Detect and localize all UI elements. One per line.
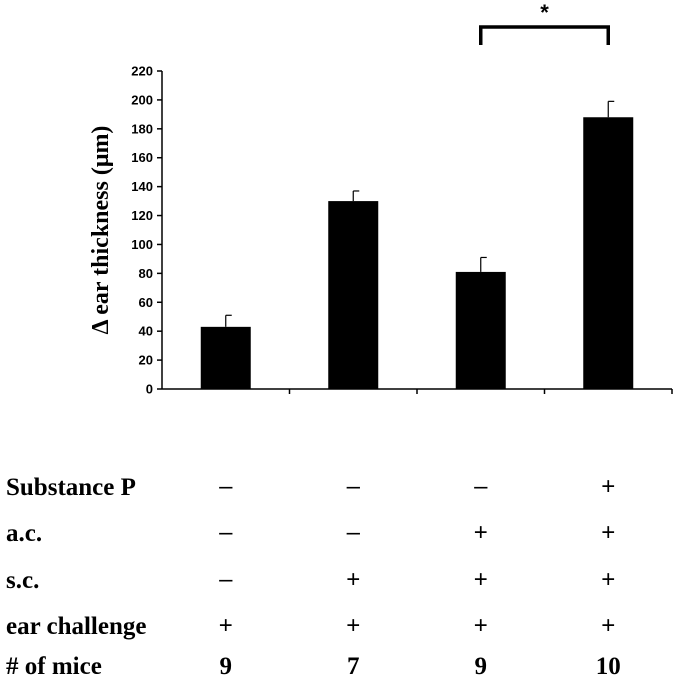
y-axis-label: Δ ear thickness (μm) xyxy=(88,126,114,335)
y-tick-label: 60 xyxy=(139,295,153,310)
y-tick-label: 100 xyxy=(131,237,153,252)
y-tick-label: 80 xyxy=(139,266,153,281)
bar xyxy=(328,201,379,389)
bar xyxy=(583,117,634,389)
y-tick-label: 140 xyxy=(131,179,153,194)
y-tick-label: 180 xyxy=(131,121,153,136)
bar xyxy=(200,326,251,389)
y-tick-label: 200 xyxy=(131,92,153,107)
bars xyxy=(200,117,634,389)
y-tick-label: 40 xyxy=(139,324,153,339)
x-axis xyxy=(162,388,673,394)
y-tick-label: 220 xyxy=(131,64,153,79)
significance-bracket: * xyxy=(479,0,610,45)
bar xyxy=(455,271,506,389)
error-bars xyxy=(225,100,615,327)
y-axis: 0 20 40 60 80 100 120 140 160 180 200 220 xyxy=(131,64,163,397)
y-tick-label: 0 xyxy=(146,382,153,397)
y-tick-label: 20 xyxy=(139,353,153,368)
significance-bracket-line xyxy=(479,25,610,45)
y-tick-label: 120 xyxy=(131,208,153,223)
significance-star: * xyxy=(540,0,549,25)
y-tick-label: 160 xyxy=(131,150,153,165)
